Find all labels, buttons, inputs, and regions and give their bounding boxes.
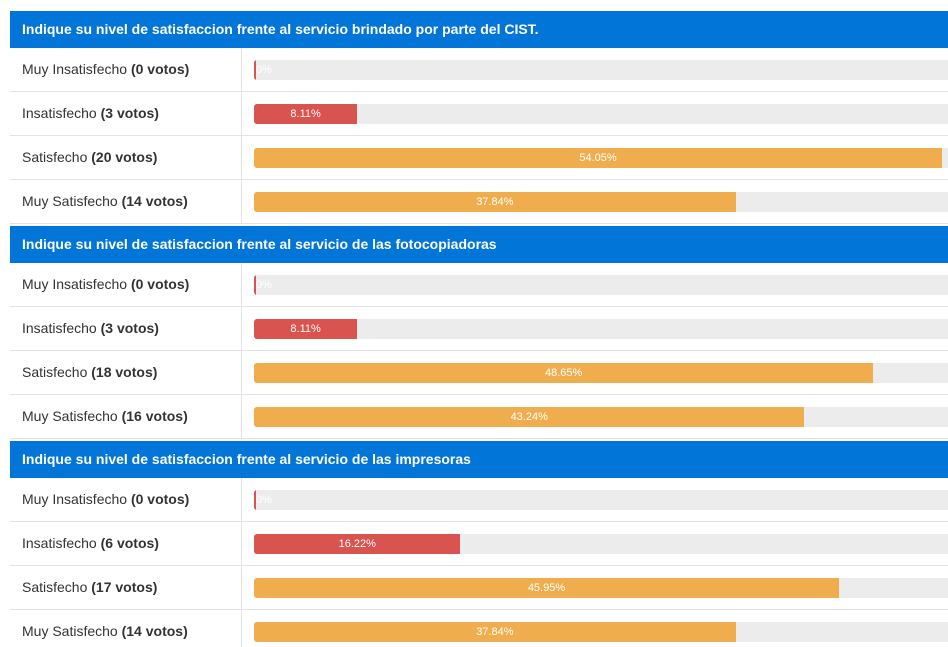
result-row: Satisfecho (17 votos) 45.95%	[10, 566, 948, 610]
option-name: Satisfecho	[22, 149, 88, 165]
progress-track: 37.84%	[254, 622, 948, 642]
progress-track: 0%	[254, 60, 948, 80]
section-title: Indique su nivel de satisfaccion frente …	[10, 11, 948, 48]
option-name: Insatisfecho	[22, 535, 97, 551]
progress-track: 8.11%	[254, 319, 948, 339]
result-row: Muy Satisfecho (14 votos) 37.84%	[10, 610, 948, 647]
progress-track: 16.22%	[254, 534, 948, 554]
option-name: Muy Insatisfecho	[22, 491, 128, 507]
progress-bar: 8.11%	[254, 104, 358, 124]
option-label: Satisfecho (20 votos)	[10, 136, 242, 179]
option-name: Insatisfecho	[22, 320, 97, 336]
option-name: Muy Satisfecho	[22, 193, 118, 209]
option-name: Muy Satisfecho	[22, 623, 118, 639]
survey-section: Indique su nivel de satisfaccion frente …	[0, 11, 948, 224]
result-row: Muy Satisfecho (14 votos) 37.84%	[10, 180, 948, 224]
bar-cell: 0%	[242, 478, 948, 521]
vote-count: (14 votos)	[121, 193, 188, 209]
option-label: Muy Satisfecho (14 votos)	[10, 180, 242, 223]
progress-track: 45.95%	[254, 578, 948, 598]
progress-track: 54.05%	[254, 148, 948, 168]
progress-track: 0%	[254, 275, 948, 295]
option-label: Satisfecho (18 votos)	[10, 351, 242, 394]
vote-count: (16 votos)	[121, 408, 188, 424]
result-row: Muy Insatisfecho (0 votos) 0%	[10, 263, 948, 307]
result-row: Insatisfecho (3 votos) 8.11%	[10, 307, 948, 351]
progress-bar: 16.22%	[254, 534, 461, 554]
result-row: Insatisfecho (6 votos) 16.22%	[10, 522, 948, 566]
bar-cell: 8.11%	[242, 92, 948, 135]
bar-cell: 48.65%	[242, 351, 948, 394]
survey-section: Indique su nivel de satisfaccion frente …	[0, 441, 948, 647]
vote-count: (0 votos)	[130, 491, 190, 507]
option-name: Muy Insatisfecho	[22, 276, 128, 292]
option-label: Muy Satisfecho (16 votos)	[10, 395, 242, 438]
survey-section: Indique su nivel de satisfaccion frente …	[0, 226, 948, 439]
progress-bar: 48.65%	[254, 363, 874, 383]
progress-bar: 37.84%	[254, 192, 736, 212]
progress-bar: 45.95%	[254, 578, 839, 598]
option-name: Insatisfecho	[22, 105, 97, 121]
vote-count: (0 votos)	[130, 276, 190, 292]
result-row: Muy Insatisfecho (0 votos) 0%	[10, 48, 948, 92]
option-name: Satisfecho	[22, 364, 88, 380]
bar-cell: 8.11%	[242, 307, 948, 350]
bar-cell: 43.24%	[242, 395, 948, 438]
bar-cell: 54.05%	[242, 136, 948, 179]
progress-bar: 0%	[254, 275, 272, 295]
vote-count: (0 votos)	[130, 61, 190, 77]
bar-cell: 45.95%	[242, 566, 948, 609]
bar-cell: 0%	[242, 48, 948, 91]
option-label: Muy Insatisfecho (0 votos)	[10, 263, 242, 306]
result-row: Muy Satisfecho (16 votos) 43.24%	[10, 395, 948, 439]
result-row: Satisfecho (18 votos) 48.65%	[10, 351, 948, 395]
progress-bar: 0%	[254, 490, 272, 510]
option-name: Muy Insatisfecho	[22, 61, 128, 77]
vote-count: (14 votos)	[121, 623, 188, 639]
progress-track: 0%	[254, 490, 948, 510]
option-label: Muy Insatisfecho (0 votos)	[10, 478, 242, 521]
progress-track: 37.84%	[254, 192, 948, 212]
option-label: Insatisfecho (3 votos)	[10, 307, 242, 350]
vote-count: (3 votos)	[100, 320, 159, 336]
option-name: Satisfecho	[22, 579, 88, 595]
progress-bar: 43.24%	[254, 407, 805, 427]
vote-count: (17 votos)	[91, 579, 158, 595]
option-label: Insatisfecho (6 votos)	[10, 522, 242, 565]
option-label: Muy Insatisfecho (0 votos)	[10, 48, 242, 91]
bar-cell: 37.84%	[242, 610, 948, 647]
option-label: Satisfecho (17 votos)	[10, 566, 242, 609]
result-row: Muy Insatisfecho (0 votos) 0%	[10, 478, 948, 522]
progress-bar: 54.05%	[254, 148, 943, 168]
progress-track: 8.11%	[254, 104, 948, 124]
result-row: Satisfecho (20 votos) 54.05%	[10, 136, 948, 180]
section-title: Indique su nivel de satisfaccion frente …	[10, 441, 948, 478]
vote-count: (3 votos)	[100, 105, 159, 121]
progress-track: 43.24%	[254, 407, 948, 427]
bar-cell: 0%	[242, 263, 948, 306]
progress-bar: 37.84%	[254, 622, 736, 642]
section-title: Indique su nivel de satisfaccion frente …	[10, 226, 948, 263]
progress-bar: 8.11%	[254, 319, 358, 339]
option-name: Muy Satisfecho	[22, 408, 118, 424]
option-label: Muy Satisfecho (14 votos)	[10, 610, 242, 647]
progress-bar: 0%	[254, 60, 272, 80]
option-label: Insatisfecho (3 votos)	[10, 92, 242, 135]
vote-count: (18 votos)	[91, 364, 158, 380]
bar-cell: 37.84%	[242, 180, 948, 223]
vote-count: (20 votos)	[91, 149, 158, 165]
progress-track: 48.65%	[254, 363, 948, 383]
vote-count: (6 votos)	[100, 535, 159, 551]
bar-cell: 16.22%	[242, 522, 948, 565]
result-row: Insatisfecho (3 votos) 8.11%	[10, 92, 948, 136]
